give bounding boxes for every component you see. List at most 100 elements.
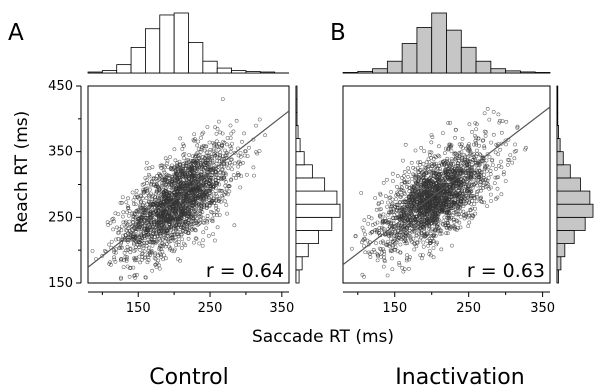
panel-a-data-point (166, 219, 171, 224)
panel-a-data-point (144, 186, 148, 191)
panel-a-data-point (153, 241, 158, 245)
panel-a-data-point (162, 170, 167, 175)
panel-a-data-point (118, 201, 123, 205)
panel-a-data-point (157, 187, 161, 192)
panel-a-data-point (156, 220, 160, 225)
panel-a-data-point (171, 204, 175, 209)
panel-b-right-hist-bar (556, 85, 559, 100)
panel-a-data-point (107, 242, 111, 247)
panel-a-data-point (177, 217, 182, 222)
panel-a-top-hist-bar (188, 42, 204, 74)
panel-a-right-hist-bar (295, 164, 313, 179)
panel-a-data-point (150, 234, 154, 239)
panel-a-data-point (153, 251, 158, 256)
panel-a-data-point (226, 184, 231, 189)
panel-a-data-point (174, 232, 179, 236)
panel-a-data-point (154, 239, 158, 244)
panel-a-data-point (181, 187, 186, 192)
panel-a-right-hist-bar (295, 177, 326, 192)
panel-a-data-point (196, 147, 201, 151)
panel-a-data-point (208, 191, 213, 195)
panel-a-data-point (200, 145, 205, 150)
panel-a-data-point (195, 167, 200, 171)
panel-a-data-point (210, 159, 215, 163)
panel-a-data-point (215, 213, 219, 218)
panel-a-top-histogram (87, 12, 289, 74)
panel-a-data-point (150, 196, 155, 201)
panel-a-data-point (240, 139, 244, 144)
panel-a-data-point (176, 201, 181, 206)
panel-a-data-point (221, 154, 225, 159)
panel-a-data-point (134, 258, 139, 263)
panel-a-data-point (222, 140, 227, 145)
panel-a-data-point (191, 170, 196, 174)
panel-a-data-point (176, 242, 181, 247)
panel-a-data-point (176, 234, 181, 239)
panel-a-data-point (142, 212, 147, 217)
panel-a-data-point (232, 223, 237, 228)
panel-a-data-point (228, 144, 233, 149)
panel-a-caption: Control (149, 365, 229, 390)
panel-a-data-point (229, 178, 233, 183)
panel-a-data-point (123, 255, 128, 259)
panel-a-data-point (157, 188, 161, 193)
panel-a-data-point (168, 205, 172, 210)
panel-a-data-point (190, 154, 195, 159)
panel-a-data-point (232, 151, 237, 155)
panel-a-data-point (109, 239, 114, 244)
panel-a-data-point (183, 183, 187, 188)
panel-a-data-point (135, 272, 139, 277)
panel-a-data-point (163, 196, 168, 201)
panel-a-right-hist-bar (295, 190, 338, 205)
panel-a-data-point (113, 211, 118, 216)
panel-a-data-point (120, 195, 125, 200)
panel-a-data-point (174, 243, 178, 247)
panel-a-data-point (197, 241, 202, 246)
panel-b-top-hist-bar (372, 68, 388, 74)
panel-a-data-point (166, 214, 171, 219)
panel-a-data-point (181, 201, 186, 205)
panel-a-data-point (214, 181, 219, 186)
panel-a-data-point (186, 237, 191, 241)
panel-a-data-point (163, 156, 168, 161)
panel-a-data-point (198, 191, 202, 196)
panel-a-data-point (144, 241, 149, 245)
panel-a-data-point (180, 237, 185, 242)
panel-a-data-point (180, 147, 185, 151)
panel-a-data-point (231, 173, 236, 177)
panel-a-data-point (200, 205, 205, 210)
panel-a-data-point (225, 161, 230, 166)
panel-a-data-point (149, 237, 154, 242)
panel-a-data-point (231, 129, 236, 134)
panel-a-data-point (257, 117, 262, 122)
panel-a-data-point (192, 218, 197, 223)
panel-a-data-point (203, 158, 208, 162)
panel-a-x-tick-label: 150 (126, 301, 151, 316)
panel-a-top-hist-bar (101, 70, 118, 74)
panel-a-data-point (176, 200, 181, 205)
panel-a-data-point (149, 180, 154, 185)
panel-a-data-point (208, 148, 213, 152)
panel-a-data-point (155, 179, 160, 183)
panel-b-top-hist-bar (431, 12, 447, 74)
panel-a-data-point (140, 182, 145, 187)
panel-a-data-point (157, 171, 161, 176)
panel-a-data-point (176, 257, 180, 261)
panel-a-data-point (175, 185, 179, 189)
panel-a-data-point (142, 256, 147, 260)
panel-b-top-hist-bar (446, 29, 462, 74)
panel-a-data-point (158, 200, 163, 205)
panel-a-data-point (147, 187, 152, 192)
panel-a-data-point (187, 167, 192, 172)
panel-a-data-point (142, 189, 147, 194)
panel-a-data-point (216, 196, 221, 201)
panel-a-data-point (129, 236, 134, 241)
panel-b-letter: B (330, 20, 346, 46)
panel-a-data-point (112, 257, 117, 262)
panel-a-data-point (124, 200, 129, 205)
panel-a-data-point (163, 175, 167, 180)
panel-a-data-point (130, 190, 135, 195)
panel-a-data-point (223, 199, 227, 204)
panel-a-data-point (125, 210, 129, 215)
panel-a-x-tick-label: 250 (198, 301, 223, 316)
